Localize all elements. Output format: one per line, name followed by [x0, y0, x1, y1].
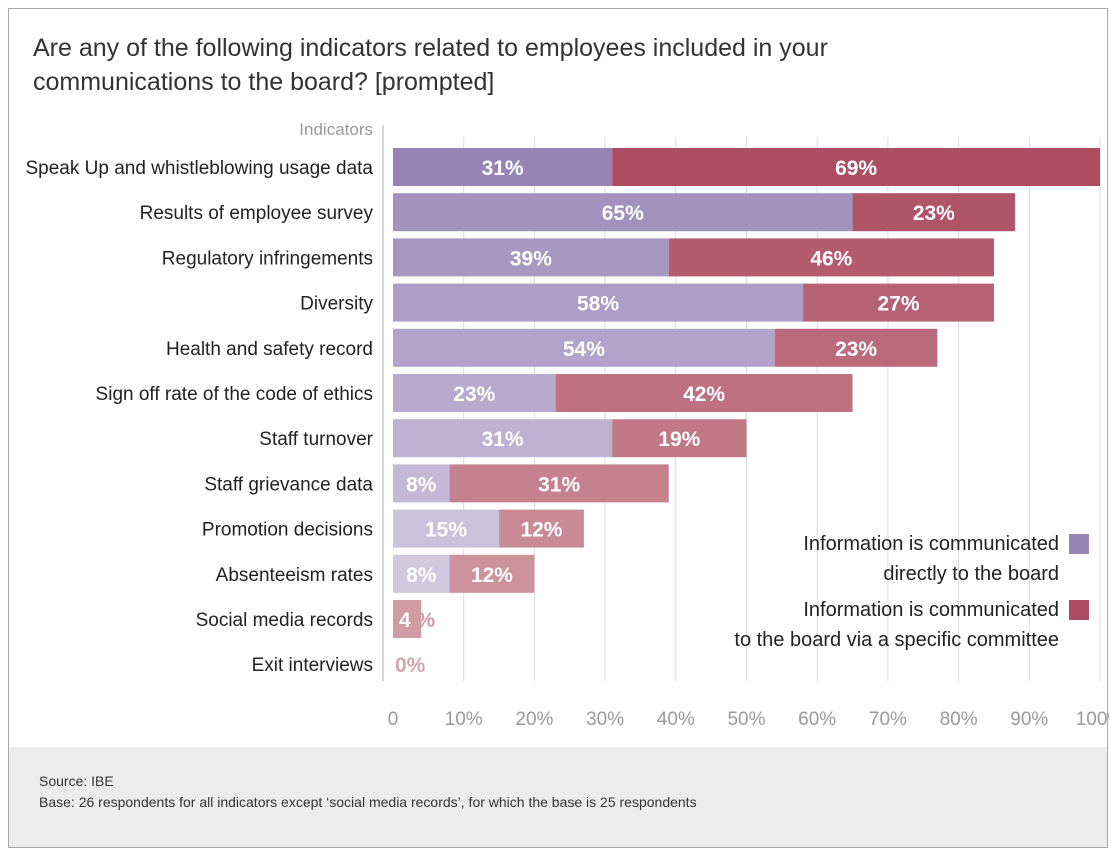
chart-title: Are any of the following indicators rela…: [33, 34, 828, 96]
category-label: Absenteeism rates: [216, 565, 373, 586]
bar-direct: [393, 148, 613, 186]
bar-direct: [393, 193, 853, 232]
x-tick-label: 30%: [586, 709, 624, 730]
bar-direct: [393, 283, 804, 322]
data-label-direct: 8%: [406, 473, 437, 496]
category-label: Exit interviews: [252, 655, 373, 676]
legend-item-committee: Information is communicated to the board…: [734, 595, 1089, 655]
bar-committee: [612, 148, 1100, 186]
y-axis-title: Indicators: [299, 120, 373, 139]
category-label: Health and safety record: [166, 339, 373, 360]
data-label-direct: 15%: [425, 519, 467, 542]
category-label: Staff grievance data: [204, 474, 373, 495]
data-label-committee: 4 %: [399, 609, 436, 632]
category-label: Regulatory infringements: [162, 248, 373, 269]
chart-panel: Are any of the following indicators rela…: [8, 8, 1109, 848]
data-label-committee-part: 4: [399, 609, 411, 632]
data-label-committee: 12%: [471, 564, 513, 587]
bar-direct: [393, 374, 556, 412]
legend-item-direct: Information is communicated directly to …: [803, 529, 1089, 589]
x-tick-label: 40%: [657, 709, 695, 730]
legend-swatch-committee: [1069, 600, 1089, 620]
data-label-direct: 58%: [577, 293, 619, 316]
data-label-direct: 31%: [482, 428, 524, 451]
bar-chart: Indicators Speak Up and whistleblowing us…: [25, 120, 1109, 730]
data-label-committee: 69%: [835, 157, 877, 180]
data-label-committee: 46%: [810, 247, 852, 270]
bar-committee: [555, 374, 853, 412]
data-label-direct: 8%: [406, 564, 437, 587]
category-label: Social media records: [196, 610, 373, 631]
data-label-committee: 19%: [658, 428, 700, 451]
x-tick-label: 70%: [869, 709, 907, 730]
bar-committee: [499, 509, 584, 548]
x-tick-label: 10%: [445, 709, 483, 730]
bar-committee: [449, 464, 669, 503]
data-label-committee: 12%: [520, 519, 562, 542]
x-tick-label: 90%: [1010, 709, 1048, 730]
data-label-direct: 39%: [510, 247, 552, 270]
bar-committee: [612, 419, 747, 458]
data-label-committee: 27%: [877, 293, 919, 316]
data-label-committee: 42%: [683, 383, 725, 406]
bar-direct: [393, 328, 775, 367]
legend-swatch-direct: [1069, 534, 1089, 554]
x-tick-label: 100%: [1076, 709, 1109, 730]
data-label-direct: 23%: [453, 383, 495, 406]
data-label-committee: 23%: [913, 202, 955, 225]
bar-direct: [393, 464, 450, 503]
data-label-committee: 31%: [538, 473, 580, 496]
category-label: Staff turnover: [259, 429, 373, 450]
category-label: Diversity: [300, 294, 373, 315]
category-label: Promotion decisions: [202, 520, 373, 541]
data-label-direct: 65%: [602, 202, 644, 225]
bar-direct: [393, 238, 669, 277]
footer-notes: Source: IBE Base: 26 respondents for all…: [9, 747, 1107, 847]
data-label-direct: 54%: [563, 338, 605, 361]
bar-direct: [393, 509, 500, 548]
bar-committee: [668, 238, 994, 277]
bar-direct: [393, 554, 450, 593]
data-label-committee: 23%: [835, 338, 877, 361]
base-note: Base: 26 respondents for all indicators …: [39, 794, 697, 810]
x-tick-label: 60%: [798, 709, 836, 730]
x-tick-label: 0: [388, 709, 399, 730]
data-label-committee-part: %: [411, 609, 436, 632]
bar-committee: [803, 283, 994, 322]
x-tick-label: 20%: [515, 709, 553, 730]
x-tick-label: 50%: [727, 709, 765, 730]
legend-label-committee: Information is communicated to the board…: [734, 599, 1059, 651]
category-label: Speak Up and whistleblowing usage data: [25, 158, 373, 179]
source-note: Source: IBE: [39, 773, 114, 789]
bar-committee: [393, 600, 422, 638]
bar-committee: [449, 554, 535, 593]
bar-committee: [774, 328, 938, 367]
category-label: Sign off rate of the code of ethics: [96, 384, 373, 405]
x-tick-label: 80%: [940, 709, 978, 730]
data-label-direct: 31%: [482, 157, 524, 180]
category-label: Results of employee survey: [140, 203, 374, 224]
bar-committee: [852, 193, 1016, 232]
data-label-zero: 0%: [395, 654, 426, 677]
bar-direct: [393, 419, 613, 458]
legend-label-direct: Information is communicated directly to …: [803, 533, 1059, 585]
